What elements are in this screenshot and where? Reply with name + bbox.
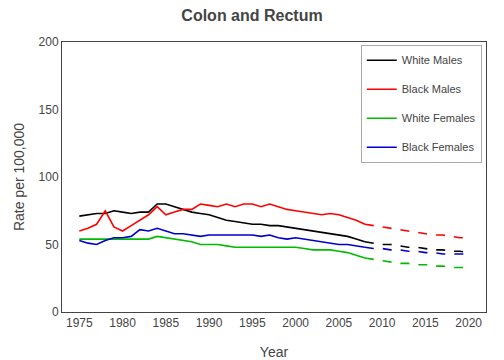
svg-text:White Females: White Females [402, 112, 476, 124]
svg-text:2000: 2000 [282, 316, 309, 330]
svg-text:Colon and Rectum: Colon and Rectum [181, 7, 322, 24]
svg-text:100: 100 [39, 170, 59, 184]
svg-text:150: 150 [39, 103, 59, 117]
svg-text:2010: 2010 [369, 316, 396, 330]
svg-text:1990: 1990 [196, 316, 223, 330]
svg-text:2005: 2005 [326, 316, 353, 330]
svg-text:Year: Year [260, 344, 289, 360]
svg-text:50: 50 [45, 238, 59, 252]
svg-text:1975: 1975 [66, 316, 93, 330]
svg-text:Black Females: Black Females [402, 141, 475, 153]
svg-text:2015: 2015 [412, 316, 439, 330]
svg-text:2020: 2020 [455, 316, 482, 330]
svg-text:Rate per 100,000: Rate per 100,000 [11, 123, 27, 231]
svg-text:1995: 1995 [239, 316, 266, 330]
svg-text:200: 200 [39, 35, 59, 49]
svg-text:1985: 1985 [152, 316, 179, 330]
svg-text:0: 0 [52, 305, 59, 319]
svg-text:1980: 1980 [109, 316, 136, 330]
svg-text:White Males: White Males [402, 54, 463, 66]
svg-text:Black Males: Black Males [402, 83, 462, 95]
